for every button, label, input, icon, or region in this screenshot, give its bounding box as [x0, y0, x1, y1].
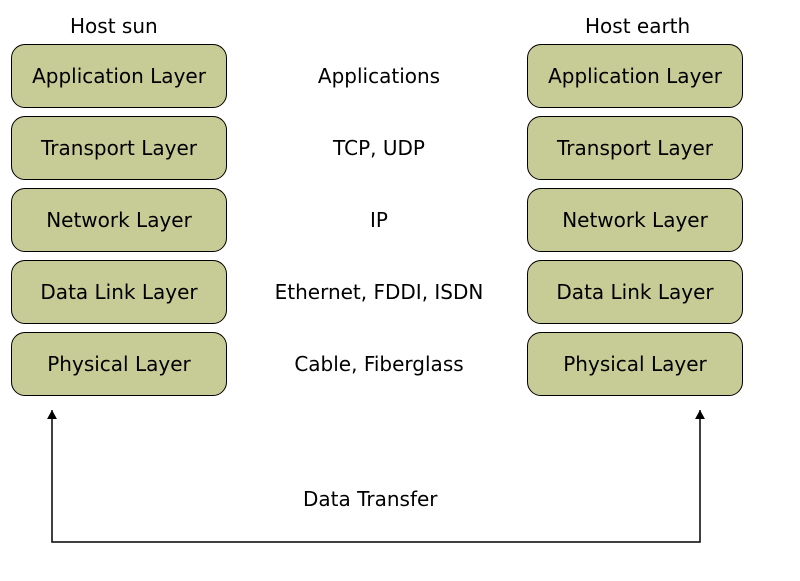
layer-box-right-3: Data Link Layer — [527, 260, 743, 324]
protocol-label-1: TCP, UDP — [333, 136, 425, 160]
layer-label: Data Link Layer — [40, 280, 197, 304]
protocol-label-4: Cable, Fiberglass — [294, 352, 463, 376]
layer-box-left-4: Physical Layer — [11, 332, 227, 396]
layer-box-left-0: Application Layer — [11, 44, 227, 108]
layer-stack-left: Application Layer Transport Layer Networ… — [11, 44, 227, 396]
data-transfer-label: Data Transfer — [303, 487, 438, 511]
layer-box-right-2: Network Layer — [527, 188, 743, 252]
host-left-title: Host sun — [70, 14, 158, 38]
protocol-label-3: Ethernet, FDDI, ISDN — [275, 280, 484, 304]
layer-label: Transport Layer — [41, 136, 197, 160]
layer-box-right-1: Transport Layer — [527, 116, 743, 180]
layer-label: Application Layer — [32, 64, 206, 88]
protocol-label-2: IP — [370, 208, 388, 232]
layer-label: Network Layer — [562, 208, 708, 232]
layer-label: Transport Layer — [557, 136, 713, 160]
protocol-label-0: Applications — [318, 64, 440, 88]
layer-box-left-3: Data Link Layer — [11, 260, 227, 324]
layer-box-left-2: Network Layer — [11, 188, 227, 252]
layer-stack-right: Application Layer Transport Layer Networ… — [527, 44, 743, 396]
host-right-title: Host earth — [585, 14, 690, 38]
layer-box-right-0: Application Layer — [527, 44, 743, 108]
diagram-container: Host sun Host earth Application Layer Tr… — [0, 0, 800, 581]
layer-label: Network Layer — [46, 208, 192, 232]
layer-label: Physical Layer — [47, 352, 190, 376]
layer-box-left-1: Transport Layer — [11, 116, 227, 180]
layer-box-right-4: Physical Layer — [527, 332, 743, 396]
layer-label: Application Layer — [548, 64, 722, 88]
layer-label: Data Link Layer — [556, 280, 713, 304]
layer-label: Physical Layer — [563, 352, 706, 376]
